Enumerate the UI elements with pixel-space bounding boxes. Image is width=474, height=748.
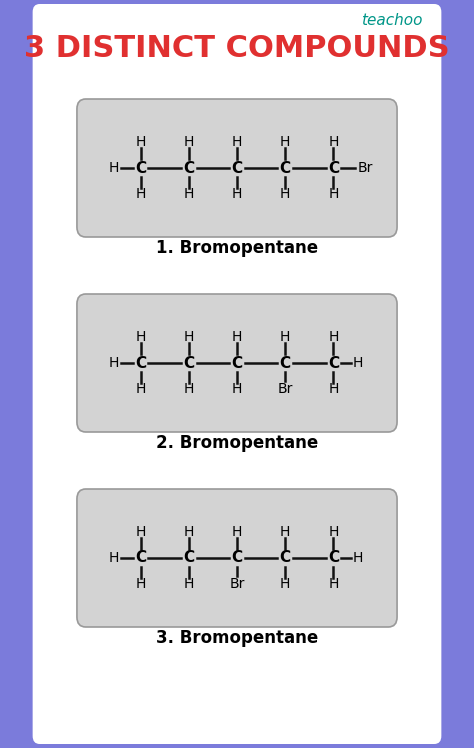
Text: C: C <box>231 161 243 176</box>
Text: H: H <box>136 382 146 396</box>
Text: H: H <box>136 187 146 201</box>
Text: C: C <box>135 355 146 370</box>
Text: H: H <box>232 187 242 201</box>
Text: H: H <box>136 135 146 149</box>
Text: H: H <box>353 551 363 565</box>
Text: C: C <box>328 161 339 176</box>
Text: H: H <box>232 330 242 344</box>
Text: C: C <box>280 551 291 565</box>
Text: H: H <box>109 356 119 370</box>
Text: H: H <box>183 525 194 539</box>
Text: C: C <box>183 161 194 176</box>
Text: 3 DISTINCT COMPOUNDS: 3 DISTINCT COMPOUNDS <box>24 34 450 63</box>
Text: Br: Br <box>278 382 293 396</box>
Text: H: H <box>136 330 146 344</box>
Text: 3. Bromopentane: 3. Bromopentane <box>156 629 318 647</box>
Text: H: H <box>183 577 194 591</box>
Text: 2. Bromopentane: 2. Bromopentane <box>156 434 318 452</box>
Text: H: H <box>328 135 338 149</box>
Text: Br: Br <box>229 577 245 591</box>
Text: H: H <box>109 551 119 565</box>
Text: H: H <box>328 330 338 344</box>
Text: 1. Bromopentane: 1. Bromopentane <box>156 239 318 257</box>
Text: C: C <box>280 355 291 370</box>
Text: C: C <box>135 161 146 176</box>
FancyBboxPatch shape <box>77 294 397 432</box>
Text: H: H <box>136 525 146 539</box>
Text: H: H <box>353 356 363 370</box>
FancyBboxPatch shape <box>33 4 441 744</box>
FancyBboxPatch shape <box>77 99 397 237</box>
Text: H: H <box>183 382 194 396</box>
Text: H: H <box>109 161 119 175</box>
Text: H: H <box>280 577 291 591</box>
Text: H: H <box>280 187 291 201</box>
Text: C: C <box>280 161 291 176</box>
Text: C: C <box>183 551 194 565</box>
Text: H: H <box>280 525 291 539</box>
Text: H: H <box>232 135 242 149</box>
Text: H: H <box>328 577 338 591</box>
Text: H: H <box>183 330 194 344</box>
Text: C: C <box>328 551 339 565</box>
Text: C: C <box>183 355 194 370</box>
Text: Br: Br <box>357 161 373 175</box>
Text: H: H <box>328 187 338 201</box>
Text: teachoo: teachoo <box>361 13 422 28</box>
Text: H: H <box>328 382 338 396</box>
Text: H: H <box>232 525 242 539</box>
Text: C: C <box>231 355 243 370</box>
Text: C: C <box>328 355 339 370</box>
Text: H: H <box>183 187 194 201</box>
Text: H: H <box>183 135 194 149</box>
Text: H: H <box>328 525 338 539</box>
FancyBboxPatch shape <box>77 489 397 627</box>
Text: H: H <box>280 330 291 344</box>
Text: H: H <box>232 382 242 396</box>
Text: H: H <box>280 135 291 149</box>
Text: C: C <box>135 551 146 565</box>
Text: H: H <box>136 577 146 591</box>
Text: C: C <box>231 551 243 565</box>
